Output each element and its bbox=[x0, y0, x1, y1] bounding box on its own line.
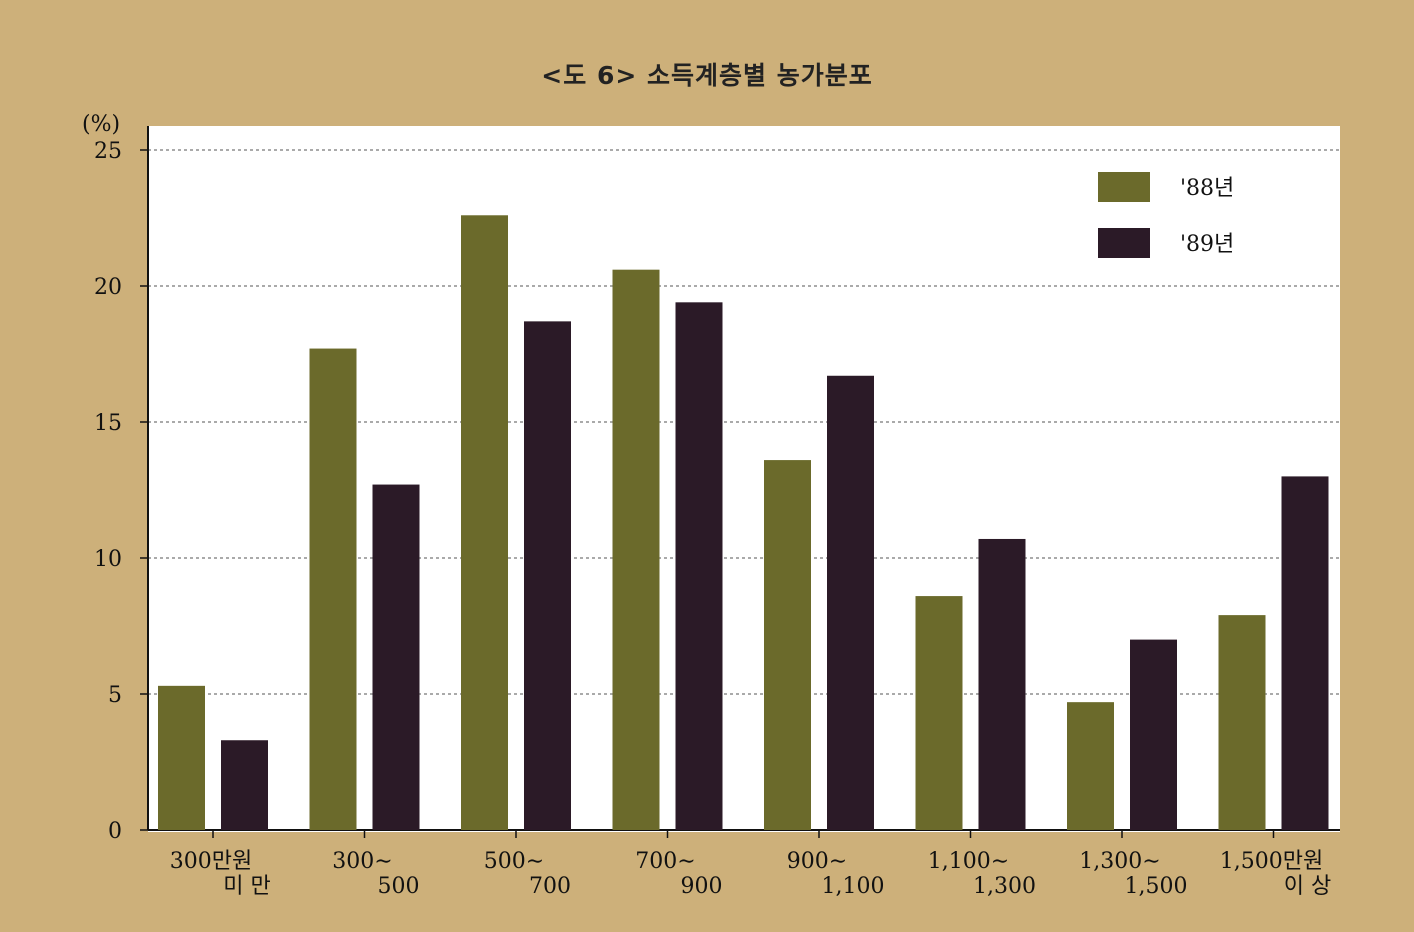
bar-88 bbox=[158, 685, 205, 830]
x-category-label-line2: 500 bbox=[378, 874, 420, 899]
legend-label: '88년 bbox=[1180, 176, 1234, 201]
y-tick-label: 25 bbox=[94, 139, 122, 164]
x-category-label-line1: 1,300∼ bbox=[1079, 849, 1160, 874]
x-category-label-line1: 1,100∼ bbox=[928, 849, 1009, 874]
bar-89 bbox=[221, 740, 268, 830]
y-tick-label: 15 bbox=[94, 411, 122, 436]
bar-89 bbox=[1281, 476, 1329, 830]
x-category-label-line1: 300만원 bbox=[170, 849, 252, 874]
legend-swatch bbox=[1098, 172, 1150, 202]
chart-title: <도 6> 소득계층별 농가분포 bbox=[541, 61, 873, 90]
bar-89 bbox=[675, 302, 723, 830]
bar-88 bbox=[1218, 615, 1266, 830]
bar-89 bbox=[827, 375, 874, 830]
bar-88 bbox=[764, 460, 811, 830]
bar-88 bbox=[612, 269, 660, 830]
x-category-label-line1: 500∼ bbox=[484, 849, 544, 874]
x-category-label-line2: 1,500 bbox=[1125, 874, 1188, 899]
x-category-label-line1: 900∼ bbox=[787, 849, 847, 874]
x-category-label-line2: 이 상 bbox=[1284, 874, 1331, 899]
bar-89 bbox=[1130, 639, 1177, 830]
bar-89 bbox=[524, 321, 571, 830]
x-category-label-line2: 700 bbox=[529, 874, 571, 899]
x-category-label-line1: 300∼ bbox=[332, 849, 392, 874]
bar-88 bbox=[915, 596, 963, 830]
legend-swatch bbox=[1098, 228, 1150, 258]
bar-89 bbox=[372, 484, 420, 830]
bar-88 bbox=[1067, 702, 1114, 830]
y-tick-label: 0 bbox=[108, 819, 122, 844]
y-tick-label: 10 bbox=[94, 547, 122, 572]
y-axis-unit-label: (%) bbox=[82, 112, 121, 137]
x-category-label-line1: 700∼ bbox=[635, 849, 695, 874]
x-category-label-line2: 1,100 bbox=[822, 874, 885, 899]
x-category-label-line2: 900 bbox=[681, 874, 723, 899]
bar-88 bbox=[309, 348, 357, 830]
bar-89 bbox=[978, 538, 1026, 830]
legend-label: '89년 bbox=[1180, 232, 1234, 257]
x-category-label-line2: 미 만 bbox=[223, 874, 270, 899]
y-tick-label: 5 bbox=[108, 683, 122, 708]
x-category-label-line2: 1,300 bbox=[973, 874, 1036, 899]
x-category-label-line1: 1,500만원 bbox=[1220, 849, 1323, 874]
bar-88 bbox=[461, 215, 508, 830]
y-tick-label: 20 bbox=[94, 275, 122, 300]
